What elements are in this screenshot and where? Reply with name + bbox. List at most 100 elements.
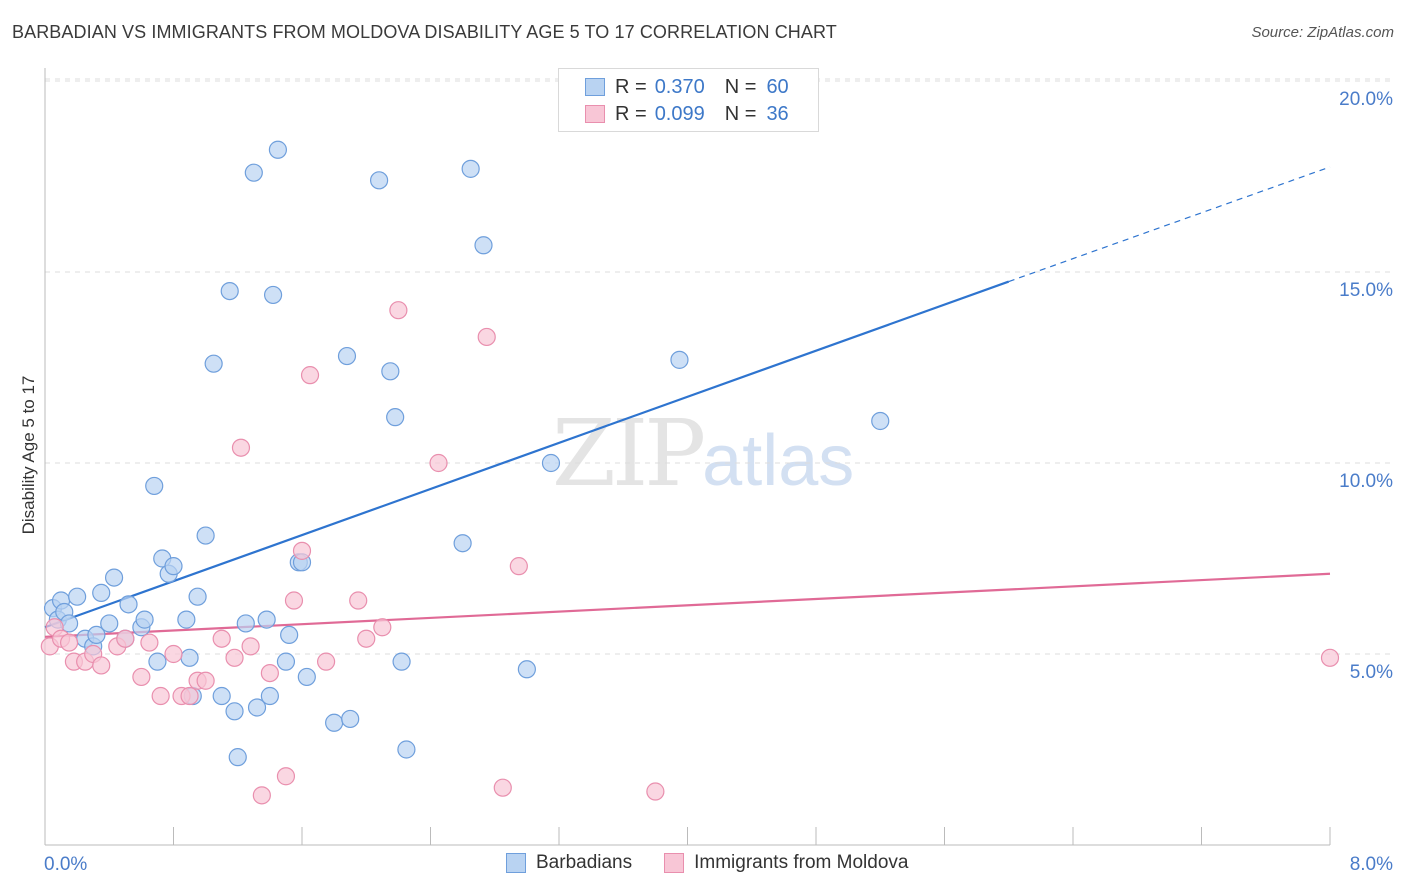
data-point-barbadians — [145, 476, 164, 496]
data-point-barbadians — [341, 709, 360, 729]
data-point-moldova — [429, 453, 448, 473]
data-point-moldova — [132, 667, 151, 687]
data-point-moldova — [252, 786, 271, 805]
data-point-barbadians — [370, 171, 389, 190]
data-point-barbadians — [461, 159, 480, 178]
legend-item-moldova[interactable]: Immigrants from Moldova — [664, 852, 908, 874]
data-point-barbadians — [180, 648, 199, 667]
data-point-barbadians — [164, 557, 183, 576]
data-point-moldova — [59, 633, 79, 652]
data-point-barbadians — [236, 614, 255, 633]
data-point-barbadians — [517, 660, 536, 679]
data-point-moldova — [493, 778, 512, 797]
data-point-barbadians — [397, 740, 416, 759]
legend-swatch-blue — [585, 78, 605, 96]
data-point-barbadians — [392, 652, 411, 671]
legend-r-label: R = — [615, 102, 647, 125]
data-point-moldova — [151, 686, 170, 706]
data-point-barbadians — [228, 748, 247, 767]
data-point-barbadians — [244, 163, 263, 182]
legend-n-label: N = — [724, 102, 757, 125]
legend-label-moldova: Immigrants from Moldova — [694, 852, 909, 873]
data-point-barbadians — [119, 595, 138, 614]
data-point-moldova — [349, 591, 368, 610]
data-point-moldova — [509, 557, 528, 576]
data-point-moldova — [225, 648, 244, 667]
y-tick-label: 15.0% — [1339, 280, 1393, 301]
data-point-moldova — [284, 591, 304, 610]
y-axis-label: Disability Age 5 to 17 — [19, 376, 38, 535]
y-tick-label: 20.0% — [1339, 89, 1393, 110]
data-point-moldova — [180, 686, 199, 706]
data-point-barbadians — [297, 667, 316, 687]
data-point-barbadians — [381, 362, 400, 381]
legend-n-value: 60 — [766, 75, 789, 98]
data-point-barbadians — [474, 236, 493, 255]
data-point-barbadians — [220, 282, 239, 301]
data-point-barbadians — [325, 713, 344, 732]
legend-r-value: 0.370 — [654, 75, 705, 98]
y-tick-label: 5.0% — [1350, 662, 1393, 683]
data-point-moldova — [316, 652, 336, 671]
data-point-moldova — [140, 633, 159, 652]
data-point-moldova — [389, 301, 408, 320]
data-point-moldova — [231, 438, 251, 457]
legend-item-barbadians[interactable]: Barbadians — [506, 852, 632, 874]
legend-row-moldova: R = 0.099 N = 36 — [585, 102, 789, 126]
data-point-barbadians — [541, 453, 561, 473]
data-point-barbadians — [100, 614, 119, 633]
source-label: Source: ZipAtlas.com — [1251, 24, 1394, 41]
data-point-barbadians — [204, 354, 223, 373]
data-point-moldova — [300, 366, 320, 385]
x-tick-label: 0.0% — [44, 854, 87, 875]
axes — [44, 68, 1331, 846]
data-point-barbadians — [263, 285, 283, 305]
legend-swatch-pink — [664, 853, 685, 873]
data-point-moldova — [212, 629, 231, 648]
data-point-moldova — [116, 629, 135, 648]
data-point-barbadians — [276, 652, 296, 671]
data-point-moldova — [260, 663, 279, 683]
data-point-barbadians — [280, 625, 299, 645]
data-point-barbadians — [148, 652, 167, 671]
data-point-moldova — [196, 671, 215, 690]
data-point-barbadians — [453, 534, 472, 553]
data-point-barbadians — [871, 411, 890, 431]
legend-swatch-pink — [585, 105, 605, 123]
data-point-barbadians — [225, 702, 244, 721]
data-point-moldova — [292, 541, 312, 560]
data-point-barbadians — [92, 583, 111, 602]
y-tick-label: 10.0% — [1339, 471, 1393, 492]
data-point-moldova — [276, 767, 296, 786]
data-point-barbadians — [257, 610, 276, 629]
data-point-moldova — [357, 629, 376, 648]
legend-r-value: 0.099 — [654, 102, 705, 125]
data-point-barbadians — [260, 686, 279, 706]
x-tick-label: 8.0% — [1350, 854, 1393, 875]
data-point-barbadians — [247, 698, 267, 717]
data-point-barbadians — [196, 526, 215, 545]
legend-row-barbadians: R = 0.370 N = 60 — [585, 75, 789, 99]
chart-title: BARBADIAN VS IMMIGRANTS FROM MOLDOVA DIS… — [12, 22, 837, 42]
data-point-moldova — [373, 618, 392, 637]
axis-labels: 5.0% 10.0% 15.0% 20.0% 0.0% 8.0% Disability Ag… — [19, 89, 1393, 875]
data-point-barbadians — [68, 587, 87, 606]
series-barbadians — [43, 140, 890, 767]
data-point-barbadians — [104, 568, 124, 587]
data-point-moldova — [164, 644, 183, 664]
data-point-moldova — [241, 637, 260, 656]
data-point-barbadians — [177, 610, 196, 629]
watermark-atlas: atlas — [702, 421, 855, 501]
series-moldova — [40, 301, 1340, 805]
data-point-barbadians — [135, 610, 154, 629]
data-point-barbadians — [268, 140, 288, 159]
legend-n-label: N = — [724, 75, 757, 98]
legend-n-value: 36 — [766, 102, 789, 125]
correlation-legend: R = 0.370 N = 60 R = 0.099 N = 36 — [558, 68, 819, 132]
legend-swatch-blue — [506, 853, 526, 873]
data-point-moldova — [1320, 648, 1340, 667]
data-point-barbadians — [337, 346, 357, 366]
legend-label-barbadians: Barbadians — [536, 852, 633, 873]
trend-lines — [44, 166, 1331, 638]
